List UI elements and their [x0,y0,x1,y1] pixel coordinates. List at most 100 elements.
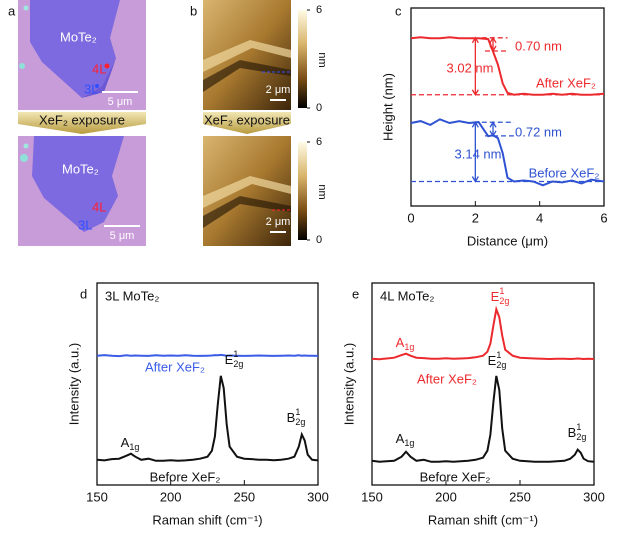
label-sub: 2g [496,360,506,370]
arrow-head [471,36,479,97]
panel-label: d [80,286,87,301]
x-tick-label: 150 [361,489,383,504]
material-label: MoTe₂ [60,29,97,44]
label-base: B [568,425,577,440]
panel-label: e [352,286,359,301]
annotation: 3.02 nm [447,60,494,75]
x-tick-label: 150 [86,489,108,504]
peak-label: E1 2g [225,349,244,369]
label-base: A [396,431,405,446]
label-sup: 1 [233,349,238,359]
label-sup: 1 [295,407,300,417]
colorbar-tick-label: 6 [316,4,322,16]
label-sub: 2g [576,432,586,442]
label-sub: 1g [404,342,414,352]
x-tick-label: 300 [307,489,329,504]
colorbar [298,142,307,240]
panel-label: a [8,3,16,18]
label-sub: 1g [129,442,139,452]
annotation: 3L MoTe₂ [105,288,159,303]
x-tick-label: 0 [407,210,414,225]
x-tick-label: 250 [233,489,255,504]
y-axis-label: Intensity (a.u.) [341,343,356,425]
arrow-head [471,121,479,183]
colorbar-tick-label: 0 [316,234,322,246]
series-line [96,353,319,358]
peak-label: A1g [396,335,415,352]
x-axis-label: Distance (μm) [467,233,548,248]
x-axis-label: Raman shift (cm⁻¹) [428,512,538,527]
afm-image-before [203,0,291,110]
peak-label: E1 2g [491,286,510,306]
peak-label: B1 2g [568,422,587,442]
label-base: E [225,352,234,367]
peak-label: A1g [396,431,415,448]
x-tick-label: 200 [435,489,457,504]
layer-label: 3L [78,217,92,232]
x-tick-label: 2 [472,210,479,225]
colorbar-tick-label: 6 [316,136,322,148]
colorbar-label: nm [316,52,328,67]
peak-label: A1g [121,435,140,452]
series-line [410,36,605,96]
x-tick-label: 250 [509,489,531,504]
series-line [96,375,319,462]
colorbar-tick-label: 0 [316,102,322,114]
scale-label: 2 μm [266,84,291,96]
annotation: 4L MoTe₂ [380,288,434,303]
x-tick-label: 6 [600,210,607,225]
y-axis-label: Height (nm) [380,73,395,141]
label-sub: 2g [499,296,509,306]
label-sub: 2g [295,417,305,427]
label-sub: 1g [404,438,414,448]
arrow-head [489,36,497,53]
label-base: E [491,289,500,304]
treatment-label: XeF₂ exposure [39,112,125,127]
label-base: A [121,435,130,450]
plot-frame [410,7,605,207]
series-line [410,118,605,187]
panel-label: c [395,3,402,18]
scale-label: 5 μm [108,96,133,108]
series-label: Before XeF₂ [150,469,221,484]
x-tick-label: 300 [583,489,605,504]
colorbar-label: nm [316,184,328,199]
panel-label: b [190,3,197,18]
layer-label: 4L [92,61,106,76]
annotation: 3.14 nm [455,146,502,161]
label-sup: 1 [576,422,581,432]
label-base: B [287,410,296,425]
arrow-banner [18,112,146,134]
arrow-head [489,121,497,138]
peak-label: B1 2g [287,407,306,427]
x-axis-label: Raman shift (cm⁻¹) [152,512,262,527]
scale-label: 2 μm [266,216,291,228]
material-label: MoTe₂ [62,161,99,176]
label-sup: 1 [499,286,504,296]
series-line [371,305,595,361]
optical-image-before [18,0,146,110]
label-sub: 2g [233,359,243,369]
treatment-label: XeF₂ exposure [204,112,290,127]
x-tick-label: 200 [160,489,182,504]
optical-image-after [18,136,146,246]
layer-label: 4L [92,199,106,214]
layer-label: 3L [84,81,98,96]
series-label: After XeF₂ [417,371,477,386]
scale-label: 5 μm [110,230,135,242]
series-label: After XeF₂ [536,75,596,90]
annotation: 0.70 nm [515,38,562,53]
arrow-banner [203,112,291,134]
plot-frame [96,282,319,486]
series-label: After XeF₂ [145,359,205,374]
series-label: Before XeF₂ [529,165,600,180]
label-base: A [396,335,405,350]
afm-image-after [203,136,291,246]
plot-frame [371,282,595,486]
series-line [371,375,595,463]
annotation: 0.72 nm [515,124,562,139]
colorbar [298,10,307,108]
label-base: E [488,353,497,368]
label-sup: 1 [496,350,501,360]
